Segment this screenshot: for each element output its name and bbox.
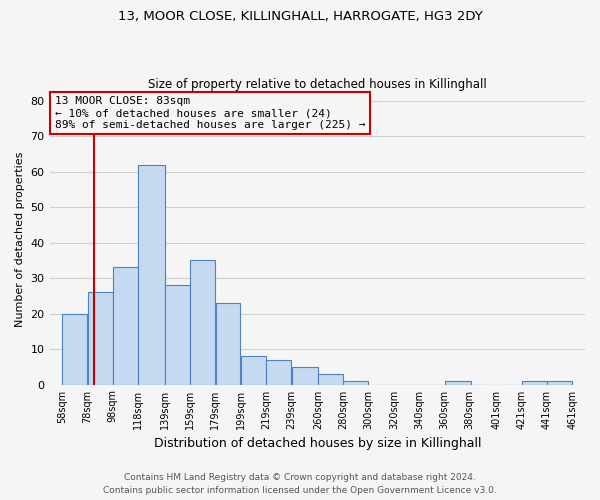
Bar <box>113 268 138 384</box>
Text: 13, MOOR CLOSE, KILLINGHALL, HARROGATE, HG3 2DY: 13, MOOR CLOSE, KILLINGHALL, HARROGATE, … <box>118 10 482 23</box>
X-axis label: Distribution of detached houses by size in Killinghall: Distribution of detached houses by size … <box>154 437 481 450</box>
Bar <box>522 381 547 384</box>
Bar <box>318 374 343 384</box>
Text: Contains HM Land Registry data © Crown copyright and database right 2024.
Contai: Contains HM Land Registry data © Crown c… <box>103 474 497 495</box>
Bar <box>547 381 572 384</box>
Bar <box>215 303 241 384</box>
Y-axis label: Number of detached properties: Number of detached properties <box>15 152 25 326</box>
Bar <box>139 164 164 384</box>
Bar <box>190 260 215 384</box>
Bar <box>88 292 113 384</box>
Bar <box>165 285 190 384</box>
Bar <box>292 367 318 384</box>
Title: Size of property relative to detached houses in Killinghall: Size of property relative to detached ho… <box>148 78 487 91</box>
Bar <box>445 381 471 384</box>
Bar <box>241 356 266 384</box>
Text: 13 MOOR CLOSE: 83sqm
← 10% of detached houses are smaller (24)
89% of semi-detac: 13 MOOR CLOSE: 83sqm ← 10% of detached h… <box>55 96 365 130</box>
Bar <box>343 381 368 384</box>
Bar <box>62 314 88 384</box>
Bar <box>266 360 291 384</box>
